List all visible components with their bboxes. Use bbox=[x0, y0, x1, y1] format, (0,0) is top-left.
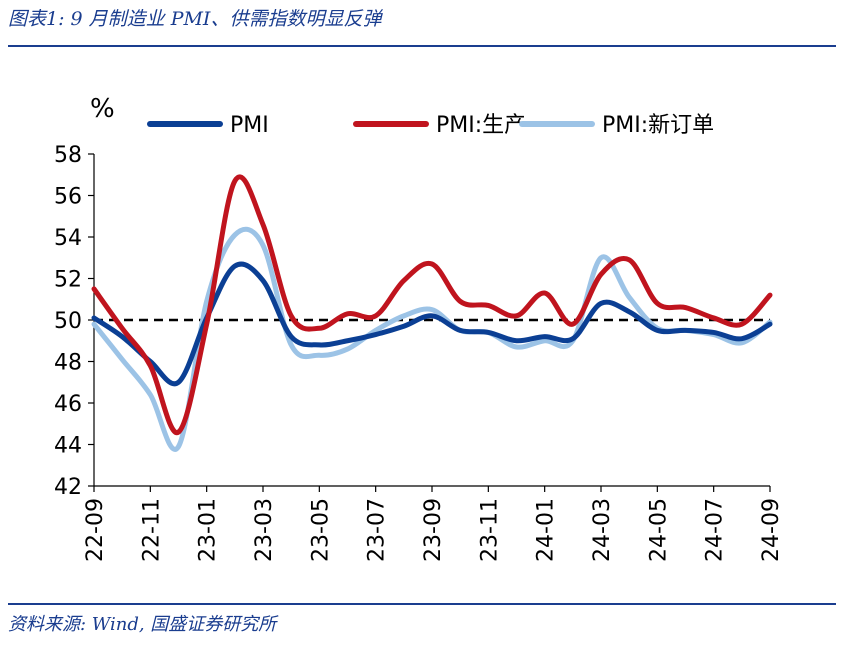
figure-caption: 图表1: 9 月制造业 PMI、供需指数明显反弹 bbox=[8, 8, 382, 30]
source-note: 资料来源: Wind, 国盛证券研究所 bbox=[8, 614, 277, 635]
y-tick-label: 52 bbox=[54, 268, 82, 293]
y-tick-label: 50 bbox=[54, 309, 82, 334]
x-tick-label: 23-03 bbox=[252, 498, 277, 562]
y-tick-label: 42 bbox=[54, 475, 82, 500]
x-tick-label: 23-07 bbox=[365, 498, 390, 562]
x-tick-label: 24-01 bbox=[534, 498, 559, 562]
x-tick-label: 23-01 bbox=[196, 498, 221, 562]
source-rule bbox=[8, 603, 836, 605]
x-tick-label: 24-05 bbox=[646, 498, 671, 562]
y-tick-label: 54 bbox=[54, 226, 82, 251]
x-tick-label: 24-03 bbox=[590, 498, 615, 562]
legend-label-2: PMI:新订单 bbox=[602, 113, 714, 138]
x-tick-label: 22-09 bbox=[83, 498, 108, 562]
y-tick-label: 46 bbox=[54, 392, 82, 417]
x-tick-label: 22-11 bbox=[139, 498, 164, 562]
y-tick-label: 58 bbox=[54, 143, 82, 168]
y-tick-label: 44 bbox=[54, 434, 82, 459]
caption-rule bbox=[8, 45, 836, 47]
y-tick-label: 48 bbox=[54, 351, 82, 376]
y-tick-label: 56 bbox=[54, 185, 82, 210]
line-chart: 42 44 46 48 50 52 54 56 58 22-09 22-11 23-01 23-03 23… bbox=[54, 94, 784, 562]
x-tick-label: 23-11 bbox=[477, 498, 502, 562]
x-tick-label: 23-09 bbox=[421, 498, 446, 562]
legend-label-0: PMI bbox=[230, 113, 269, 138]
x-tick-label: 23-05 bbox=[308, 498, 333, 562]
legend-label-1: PMI:生产 bbox=[436, 113, 526, 138]
series-line-1 bbox=[91, 174, 773, 435]
y-unit-label: % bbox=[90, 94, 115, 124]
x-tick-label: 24-09 bbox=[759, 498, 784, 562]
x-tick-label: 24-07 bbox=[703, 498, 728, 562]
